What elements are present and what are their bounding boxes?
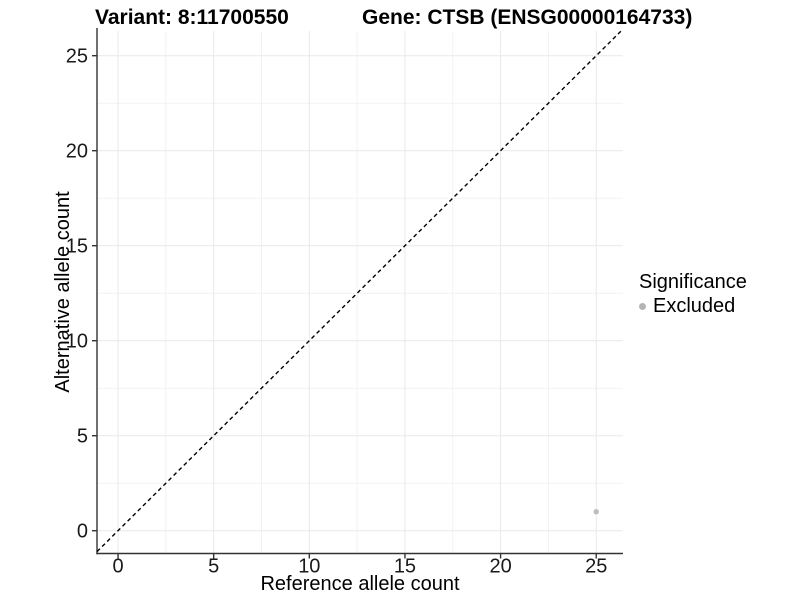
y-tick-label: 5 [77,426,88,448]
plot-title-gene: Gene: CTSB (ENSG00000164733) [362,6,693,29]
x-tick-label: 20 [489,556,511,578]
y-axis-title: Alternative allele count [52,191,74,393]
legend-item-label: Excluded [653,295,736,317]
y-tick-label: 15 [66,236,88,258]
x-tick-label: 25 [585,556,607,578]
legend: Significance Excluded [639,270,747,317]
legend-title: Significance [639,271,747,293]
x-tick-label: 0 [112,556,123,578]
plot-title-variant: Variant: 8:11700550 [95,6,289,29]
axis-lines [96,28,623,555]
identity-line [96,30,622,553]
minor-gridlines [97,31,623,554]
x-tick-label: 15 [394,556,416,578]
excluded-point-icon [639,302,646,310]
y-tick-label: 10 [66,331,88,353]
y-tick-label: 0 [77,521,88,543]
data-points [593,509,599,515]
axis-tick-labels: 0 5 10 15 20 25 0 5 10 15 20 25 [66,46,608,578]
x-axis-title: Reference allele count [260,573,459,595]
y-tick-label: 20 [66,141,88,163]
data-point [593,509,599,515]
major-gridlines [97,31,623,554]
y-tick-label: 25 [66,46,88,68]
legend-item-excluded: Excluded [639,295,747,317]
x-tick-label: 5 [208,556,219,578]
x-tick-label: 10 [298,556,320,578]
identity-dashed-line [96,30,622,553]
axis-tick-marks [92,55,597,559]
